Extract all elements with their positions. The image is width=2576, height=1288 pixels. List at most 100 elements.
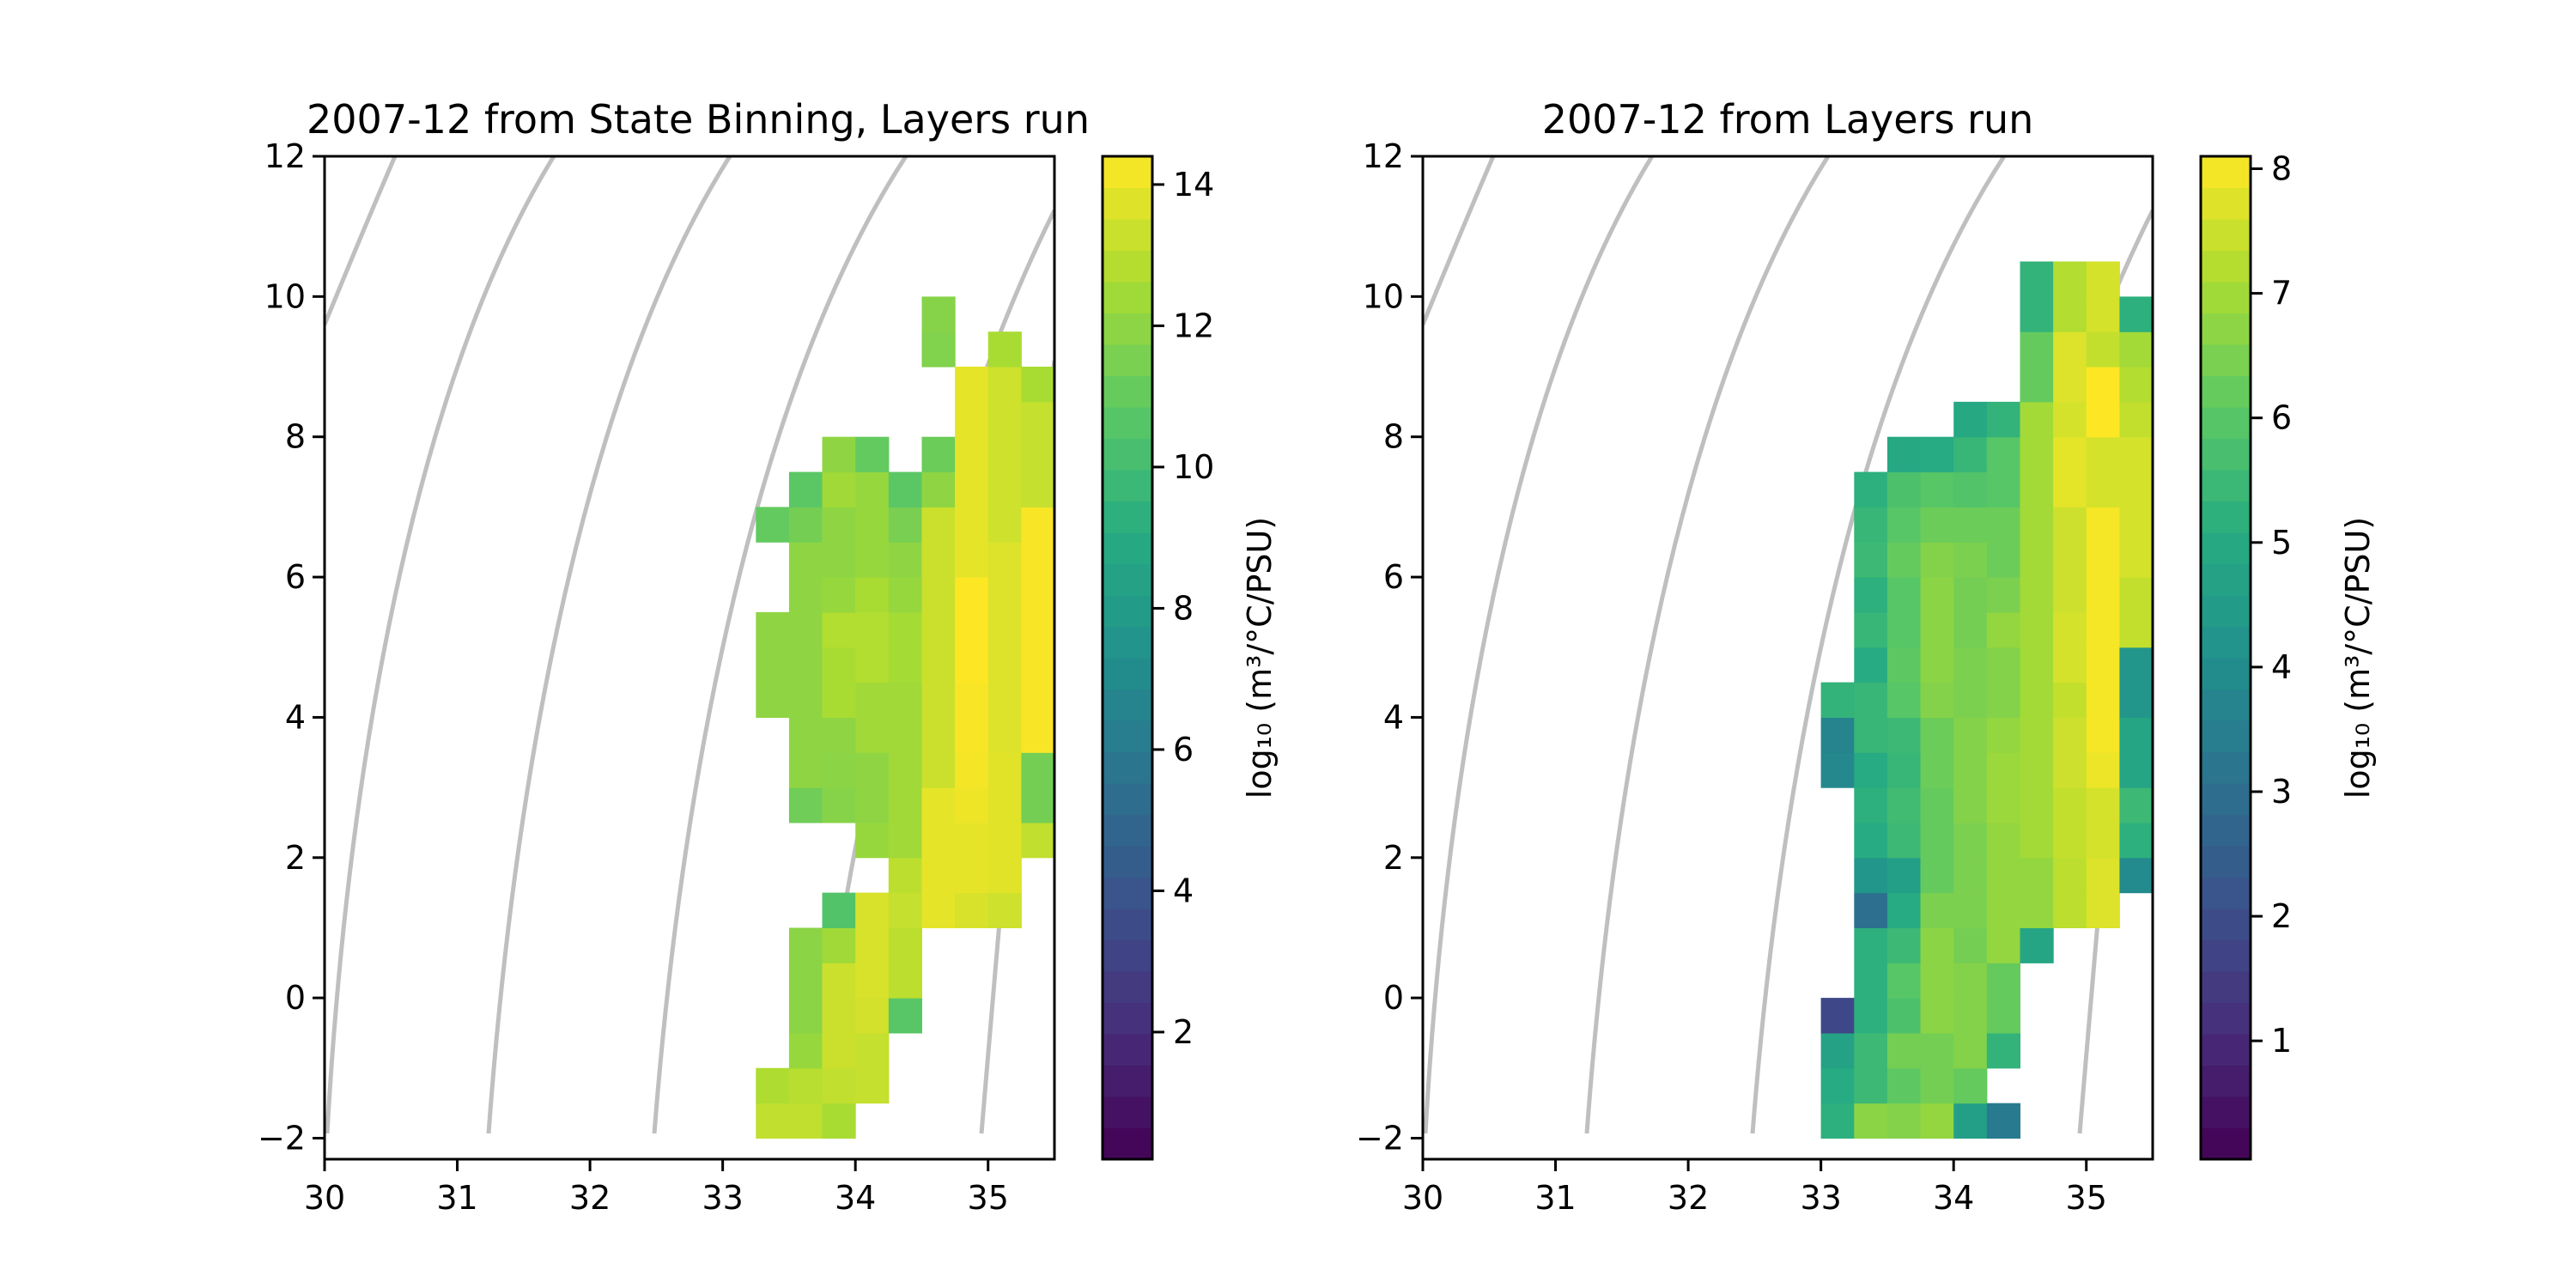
y-tick-label: 12 — [1363, 137, 1404, 175]
colorbar-ticks-left: 2 4 6 8 10 12 14 — [1152, 166, 1214, 1051]
heatmap-cell — [1021, 717, 1055, 753]
heatmap-cell — [987, 542, 1022, 578]
heatmap-cell — [1021, 577, 1055, 613]
colorbar-band — [1103, 470, 1152, 502]
heatmap-cell — [1986, 577, 2020, 613]
y-tick-label: −2 — [258, 1119, 306, 1157]
heatmap-cell — [1920, 822, 1954, 859]
heatmap-cell — [822, 647, 856, 683]
heatmap-cell — [788, 507, 823, 543]
heatmap-cell — [822, 542, 856, 578]
colorbar-band — [2201, 626, 2251, 659]
heatmap-cell — [822, 787, 856, 823]
heatmap-cell — [2053, 787, 2087, 823]
colorbar-tick-label: 8 — [2271, 150, 2292, 188]
heatmap-cell — [2119, 682, 2154, 718]
heatmap-cell — [1886, 647, 1922, 683]
colorbar-tick-label: 6 — [2271, 399, 2292, 437]
heatmap-cell — [822, 998, 856, 1034]
heatmap-cell — [1986, 611, 2020, 648]
heatmap-cell — [1886, 436, 1922, 473]
heatmap-cell — [1953, 1103, 1988, 1139]
colorbar-band — [1103, 563, 1152, 596]
heatmap-cell — [855, 717, 890, 753]
colorbar-tick-label: 1 — [2271, 1022, 2292, 1060]
heatmap-cell — [1820, 1067, 1855, 1104]
y-tick-label: 8 — [1383, 418, 1404, 456]
heatmap-cell — [1953, 542, 1988, 578]
heatmap-cell — [2020, 261, 2054, 297]
heatmap-cell — [1886, 717, 1922, 753]
heatmap-cell — [2086, 822, 2120, 859]
heatmap-cell — [1920, 892, 1954, 928]
heatmap-cell — [1920, 1103, 1954, 1139]
heatmap-cell — [955, 542, 989, 578]
heatmap-cell — [2020, 647, 2054, 683]
heatmap-cell — [2119, 471, 2154, 507]
heatmap-cell — [1986, 822, 2020, 859]
heatmap-cell — [888, 542, 922, 578]
heatmap-cell — [855, 998, 890, 1034]
heatmap-cell — [2020, 892, 2054, 928]
heatmap-cell — [955, 611, 989, 648]
x-tick-label: 30 — [1402, 1179, 1443, 1217]
heatmap-cell — [921, 822, 956, 859]
heatmap-cell — [1820, 717, 1855, 753]
heatmap-cell — [1953, 892, 1988, 928]
heatmap-cell — [855, 647, 890, 683]
colorbar-band — [2201, 407, 2251, 440]
heatmap-cell — [1886, 1033, 1922, 1069]
colorbar-band — [2201, 939, 2251, 972]
heatmap-cell — [788, 542, 823, 578]
heatmap-cell — [1953, 752, 1988, 788]
colorbar-band — [2201, 156, 2251, 189]
heatmap-cell — [1986, 1033, 2020, 1069]
colorbar-band — [2201, 1065, 2251, 1097]
heatmap-cell — [955, 436, 989, 473]
heatmap-cell — [788, 611, 823, 648]
heatmap-cell — [855, 542, 890, 578]
heatmap-cell — [987, 401, 1022, 438]
contour-line — [325, 156, 398, 325]
heatmap-cell — [921, 507, 956, 543]
heatmap-cell — [1920, 857, 1954, 894]
colorbar-band — [2201, 1097, 2251, 1129]
heatmap-cell — [987, 647, 1022, 683]
heatmap-cell — [1854, 717, 1888, 753]
heatmap-cell — [2119, 367, 2154, 403]
y-tick-label: 12 — [264, 137, 306, 175]
colorbar-band — [1103, 939, 1152, 972]
colorbar-band — [2201, 375, 2251, 408]
colorbar-band — [2201, 219, 2251, 252]
colorbar-band — [2201, 1034, 2251, 1066]
heatmap-cell — [855, 436, 890, 473]
heatmap-cell — [2020, 577, 2054, 613]
heatmap-cell — [1820, 752, 1855, 788]
heatmap-cell — [1854, 507, 1888, 543]
y-tick-label: 10 — [1363, 277, 1404, 315]
x-tick-label: 34 — [1933, 1179, 1974, 1217]
heatmap-cell — [1886, 1103, 1922, 1139]
heatmap-cell — [987, 892, 1022, 928]
heatmap-cell — [888, 647, 922, 683]
heatmap-cell — [1953, 647, 1988, 683]
heatmap-cell — [1854, 1067, 1888, 1104]
heatmap-cell — [822, 611, 856, 648]
y-tick-label: 8 — [285, 418, 306, 456]
heatmap-cell — [855, 927, 890, 963]
heatmap-cell — [987, 577, 1022, 613]
heatmap-cell — [2053, 647, 2087, 683]
heatmap-cell — [1886, 752, 1922, 788]
heatmap-cell — [1854, 963, 1888, 999]
heatmap-cell — [1854, 1103, 1888, 1139]
heatmap-cell — [1854, 927, 1888, 963]
heatmap-cell — [921, 577, 956, 613]
colorbar-band — [1103, 156, 1152, 189]
colorbar-band — [2201, 187, 2251, 220]
heatmap-cell — [1886, 963, 1922, 999]
heatmap-cell — [1920, 542, 1954, 578]
heatmap-cell — [2086, 331, 2120, 368]
heatmap-cell — [2053, 507, 2087, 543]
heatmap-cell — [1854, 787, 1888, 823]
